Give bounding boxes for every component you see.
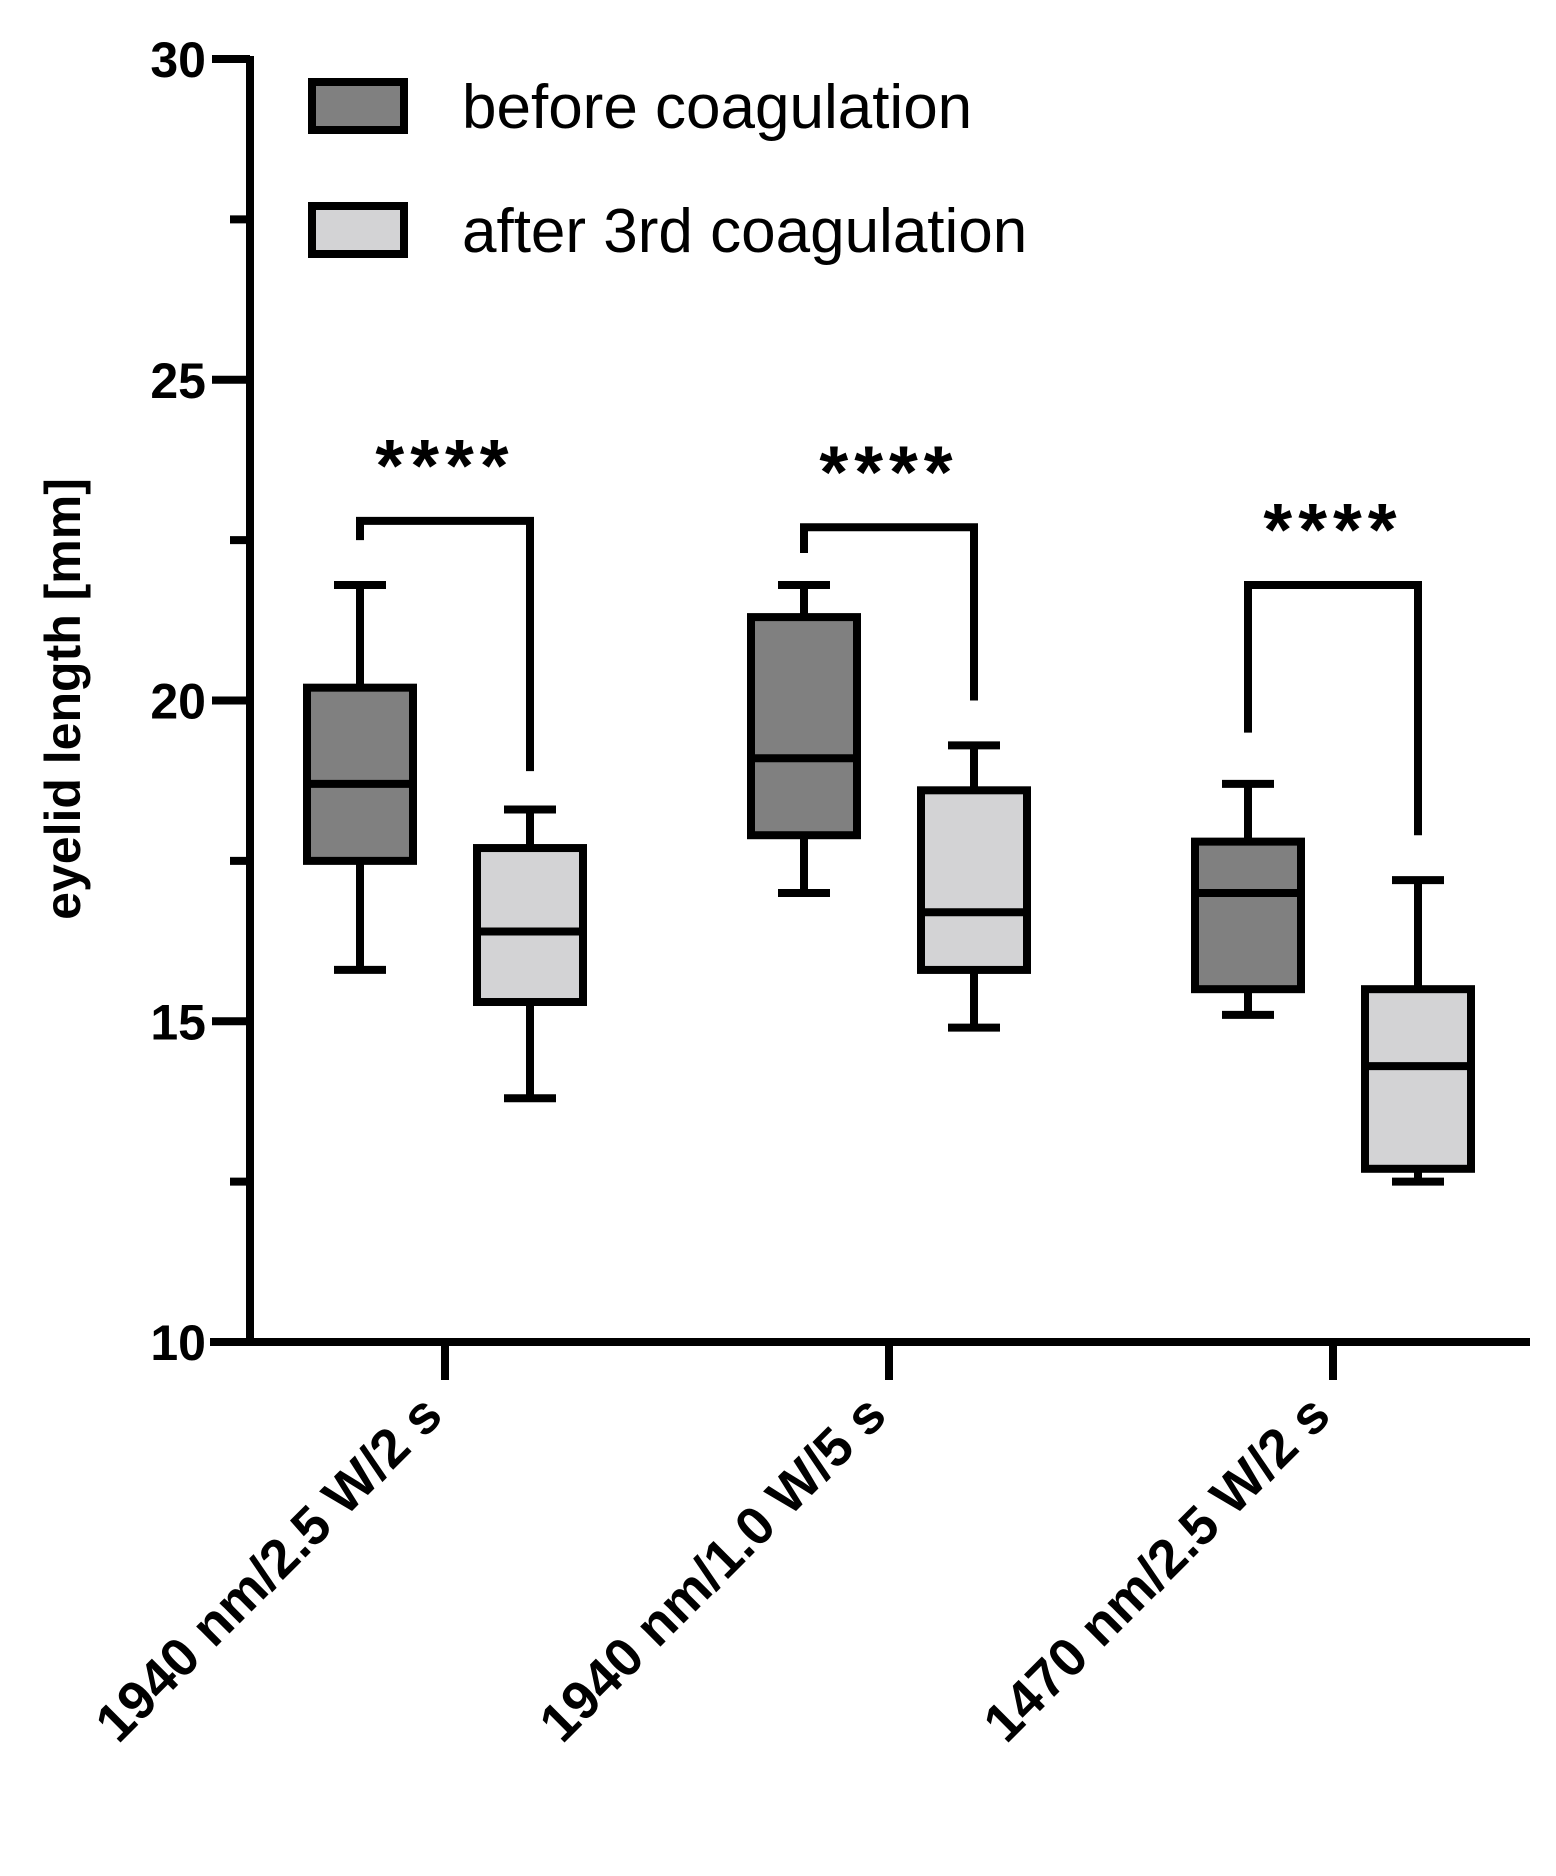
axes: 10 15 20 25 30 eyelid length [mm] <box>35 32 1530 1380</box>
significance-annotations: **** **** **** <box>356 424 1422 836</box>
y-tick-label: 15 <box>150 994 206 1050</box>
y-axis-title: eyelid length [mm] <box>35 478 91 920</box>
y-tick-label: 10 <box>150 1315 206 1371</box>
box-iqr <box>1191 837 1305 994</box>
legend-swatch-after <box>308 202 408 258</box>
significance-bracket <box>800 523 978 701</box>
legend: before coagulation after 3rd coagulation <box>308 73 1027 266</box>
box-after-1 <box>473 805 587 1103</box>
significance-bracket <box>356 516 534 772</box>
box-iqr <box>303 683 417 865</box>
box-iqr <box>1361 985 1475 1173</box>
category-label: 1470 nm/2.5 W/2 s <box>972 1384 1341 1753</box>
category-label: 1940 nm/2.5 W/2 s <box>84 1384 453 1753</box>
box-after-2 <box>917 741 1031 1032</box>
y-tick-label: 20 <box>150 674 206 730</box>
significance-label: **** <box>375 424 514 507</box>
box-iqr <box>747 613 861 840</box>
legend-swatch-before <box>308 78 408 134</box>
significance-bracket <box>1244 581 1422 836</box>
box-after-3 <box>1361 876 1475 1186</box>
legend-label-after: after 3rd coagulation <box>462 197 1027 266</box>
legend-label-before: before coagulation <box>462 73 972 142</box>
box-iqr <box>917 786 1031 974</box>
box-iqr <box>473 844 587 1007</box>
significance-label: **** <box>1263 488 1402 571</box>
box-before-1 <box>303 581 417 974</box>
significance-label: **** <box>819 430 958 513</box>
category-labels: 1940 nm/2.5 W/2 s 1940 nm/1.0 W/5 s 1470 n… <box>84 1384 1341 1753</box>
category-label: 1940 nm/1.0 W/5 s <box>528 1384 897 1753</box>
x-ticks <box>441 1342 1337 1380</box>
y-tick-label: 30 <box>150 32 206 88</box>
y-ticks: 10 15 20 25 30 <box>150 32 250 1371</box>
y-tick-label: 25 <box>150 353 206 409</box>
box-series <box>303 581 1475 1186</box>
box-before-3 <box>1191 779 1305 1019</box>
box-before-2 <box>747 581 861 897</box>
